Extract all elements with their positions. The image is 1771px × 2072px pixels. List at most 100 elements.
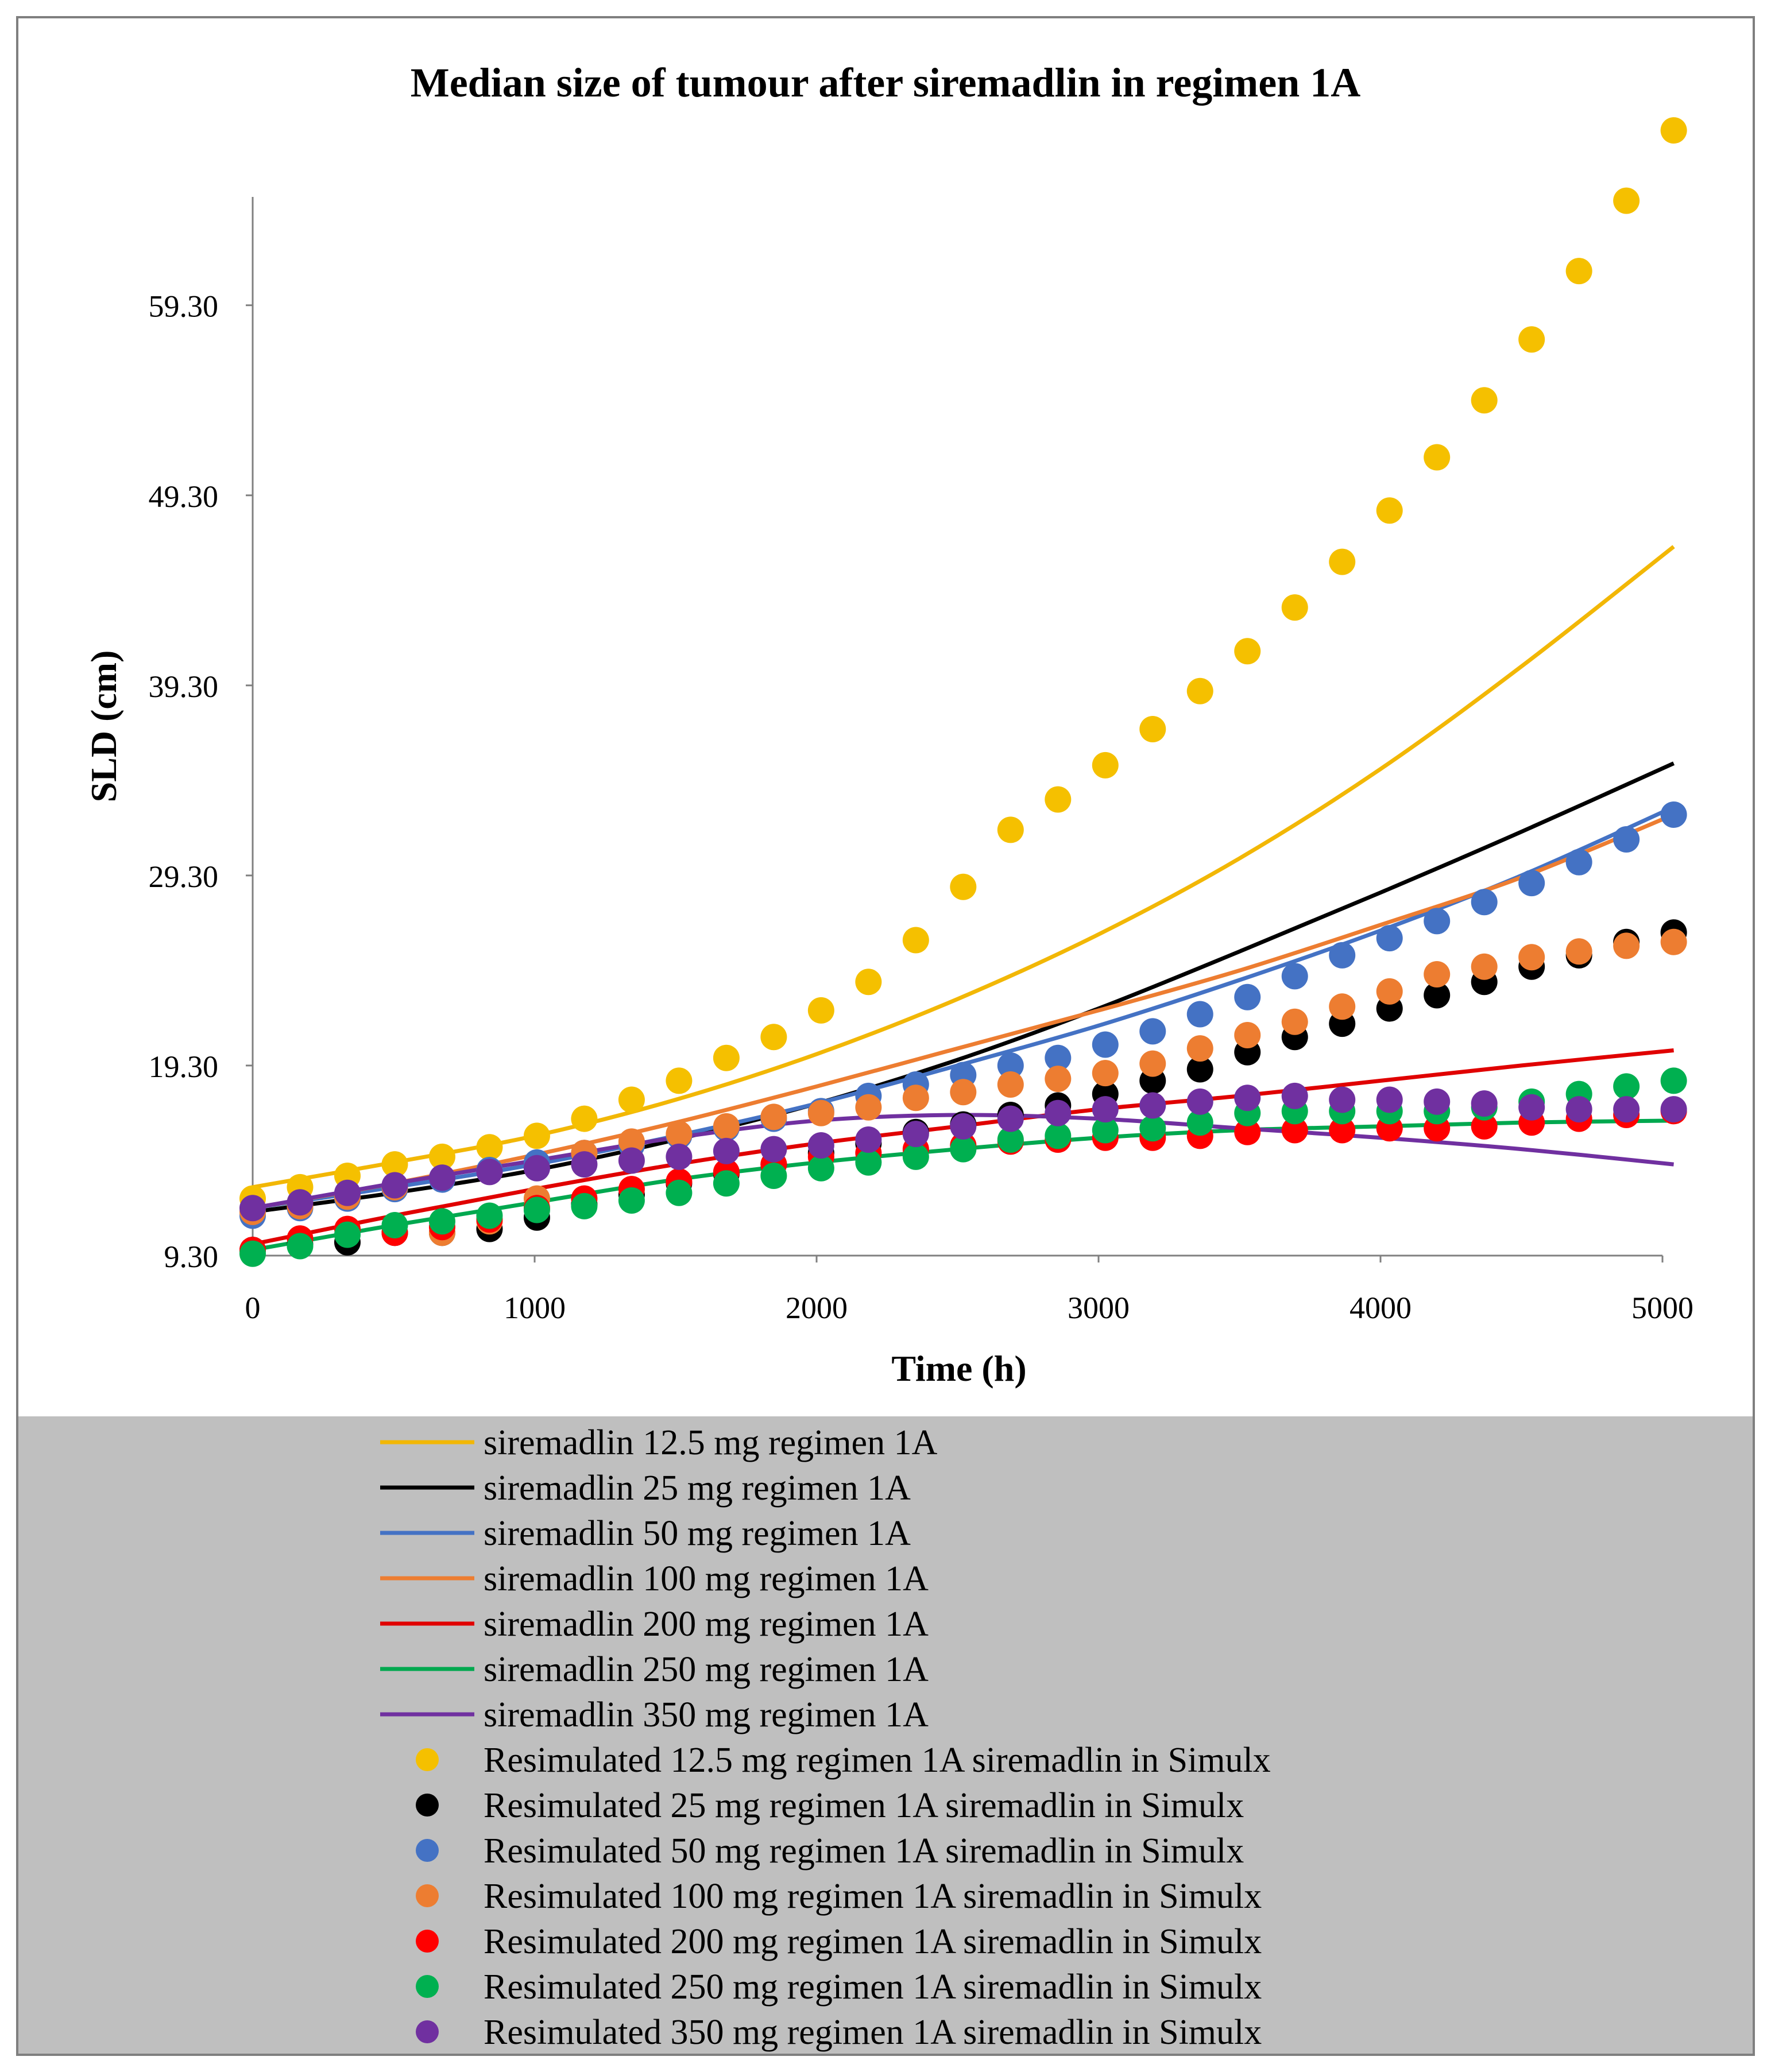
legend-label: siremadlin 200 mg regimen 1A <box>484 1605 929 1644</box>
scatter-point-resimulated-12-5-mg-regimen-1a-siremadlin-in-simulx <box>1518 326 1545 353</box>
scatter-point-resimulated-12-5-mg-regimen-1a-siremadlin-in-simulx <box>381 1151 408 1178</box>
scatter-point-resimulated-350-mg-regimen-1a-siremadlin-in-simulx <box>997 1105 1024 1132</box>
scatter-point-resimulated-100-mg-regimen-1a-siremadlin-in-simulx <box>1139 1050 1166 1077</box>
scatter-point-resimulated-50-mg-regimen-1a-siremadlin-in-simulx <box>997 1052 1024 1079</box>
scatter-point-resimulated-50-mg-regimen-1a-siremadlin-in-simulx <box>1329 942 1356 969</box>
scatter-point-resimulated-25-mg-regimen-1a-siremadlin-in-simulx <box>1186 1056 1213 1083</box>
series-line-siremadlin-12-5-mg-regimen-1a <box>252 545 1675 1190</box>
legend-label: siremadlin 50 mg regimen 1A <box>484 1514 911 1553</box>
scatter-point-resimulated-50-mg-regimen-1a-siremadlin-in-simulx <box>1565 849 1592 876</box>
legend-point-swatch <box>416 1884 439 1907</box>
legend-point-swatch <box>416 1748 439 1771</box>
scatter-point-resimulated-100-mg-regimen-1a-siremadlin-in-simulx <box>1092 1060 1119 1087</box>
y-axis-label: SLD (cm) <box>83 650 124 803</box>
legend-item: siremadlin 350 mg regimen 1A <box>380 1695 929 1734</box>
scatter-point-resimulated-250-mg-regimen-1a-siremadlin-in-simulx <box>239 1240 266 1267</box>
scatter-point-resimulated-12-5-mg-regimen-1a-siremadlin-in-simulx <box>428 1143 455 1170</box>
x-tick-label: 0 <box>245 1291 261 1325</box>
legend-item: siremadlin 12.5 mg regimen 1A <box>380 1423 938 1462</box>
x-tick-label: 1000 <box>504 1291 566 1325</box>
scatter-point-resimulated-250-mg-regimen-1a-siremadlin-in-simulx <box>1139 1115 1166 1142</box>
scatter-point-resimulated-12-5-mg-regimen-1a-siremadlin-in-simulx <box>571 1105 598 1132</box>
scatter-point-resimulated-250-mg-regimen-1a-siremadlin-in-simulx <box>381 1212 408 1239</box>
scatter-point-resimulated-350-mg-regimen-1a-siremadlin-in-simulx <box>855 1126 882 1153</box>
scatter-point-resimulated-250-mg-regimen-1a-siremadlin-in-simulx <box>287 1233 314 1260</box>
scatter-point-resimulated-100-mg-regimen-1a-siremadlin-in-simulx <box>950 1079 977 1106</box>
y-tick-label: 39.30 <box>149 669 219 704</box>
scatter-point-resimulated-250-mg-regimen-1a-siremadlin-in-simulx <box>950 1136 977 1163</box>
scatter-point-resimulated-350-mg-regimen-1a-siremadlin-in-simulx <box>1424 1088 1451 1115</box>
scatter-point-resimulated-50-mg-regimen-1a-siremadlin-in-simulx <box>1660 801 1687 828</box>
scatter-point-resimulated-350-mg-regimen-1a-siremadlin-in-simulx <box>1329 1086 1356 1113</box>
legend-item: siremadlin 100 mg regimen 1A <box>380 1559 929 1598</box>
legend-item: siremadlin 50 mg regimen 1A <box>380 1514 911 1553</box>
scatter-point-resimulated-250-mg-regimen-1a-siremadlin-in-simulx <box>1613 1073 1640 1100</box>
scatter-point-resimulated-100-mg-regimen-1a-siremadlin-in-simulx <box>1660 928 1687 955</box>
scatter-point-resimulated-12-5-mg-regimen-1a-siremadlin-in-simulx <box>855 969 882 996</box>
scatter-point-resimulated-350-mg-regimen-1a-siremadlin-in-simulx <box>1092 1096 1119 1123</box>
legend-item: Resimulated 200 mg regimen 1A siremadlin… <box>416 1922 1262 1961</box>
x-axis-label: Time (h) <box>891 1348 1026 1389</box>
scatter-point-resimulated-250-mg-regimen-1a-siremadlin-in-simulx <box>1092 1117 1119 1144</box>
legend-label: Resimulated 25 mg regimen 1A siremadlin … <box>484 1786 1244 1825</box>
x-tick-label: 3000 <box>1068 1291 1130 1325</box>
scatter-point-resimulated-250-mg-regimen-1a-siremadlin-in-simulx <box>713 1170 740 1197</box>
scatter-point-resimulated-350-mg-regimen-1a-siremadlin-in-simulx <box>807 1132 834 1159</box>
legend-point-swatch <box>416 2020 439 2043</box>
scatter-point-resimulated-350-mg-regimen-1a-siremadlin-in-simulx <box>713 1137 740 1164</box>
scatter-point-resimulated-350-mg-regimen-1a-siremadlin-in-simulx <box>571 1151 598 1178</box>
scatter-point-resimulated-100-mg-regimen-1a-siremadlin-in-simulx <box>1186 1035 1213 1062</box>
y-tick-label: 29.30 <box>149 859 219 894</box>
scatter-point-resimulated-250-mg-regimen-1a-siremadlin-in-simulx <box>666 1179 693 1206</box>
scatter-point-resimulated-12-5-mg-regimen-1a-siremadlin-in-simulx <box>1281 594 1308 621</box>
scatter-point-resimulated-250-mg-regimen-1a-siremadlin-in-simulx <box>997 1126 1024 1153</box>
scatter-point-resimulated-350-mg-regimen-1a-siremadlin-in-simulx <box>1186 1088 1213 1115</box>
legend-panel <box>18 1416 1753 2054</box>
scatter-point-resimulated-50-mg-regimen-1a-siremadlin-in-simulx <box>1092 1031 1119 1058</box>
scatter-point-resimulated-250-mg-regimen-1a-siremadlin-in-simulx <box>571 1192 598 1219</box>
scatter-point-resimulated-350-mg-regimen-1a-siremadlin-in-simulx <box>428 1164 455 1191</box>
y-tick-label: 19.30 <box>149 1049 219 1084</box>
scatter-point-resimulated-12-5-mg-regimen-1a-siremadlin-in-simulx <box>666 1067 693 1094</box>
legend-label: siremadlin 350 mg regimen 1A <box>484 1695 929 1734</box>
scatter-point-resimulated-350-mg-regimen-1a-siremadlin-in-simulx <box>381 1172 408 1199</box>
legend-point-swatch <box>416 1975 439 1998</box>
scatter-point-resimulated-12-5-mg-regimen-1a-siremadlin-in-simulx <box>1045 786 1072 813</box>
scatter-point-resimulated-12-5-mg-regimen-1a-siremadlin-in-simulx <box>997 816 1024 843</box>
scatter-point-resimulated-100-mg-regimen-1a-siremadlin-in-simulx <box>1424 961 1451 988</box>
scatter-point-resimulated-200-mg-regimen-1a-siremadlin-in-simulx <box>1281 1117 1308 1144</box>
scatter-point-resimulated-100-mg-regimen-1a-siremadlin-in-simulx <box>1329 993 1356 1020</box>
legend-point-swatch <box>416 1930 439 1953</box>
scatter-point-resimulated-12-5-mg-regimen-1a-siremadlin-in-simulx <box>713 1044 740 1071</box>
legend-label: Resimulated 200 mg regimen 1A siremadlin… <box>484 1922 1262 1961</box>
scatter-point-resimulated-200-mg-regimen-1a-siremadlin-in-simulx <box>1329 1117 1356 1144</box>
scatter-point-resimulated-50-mg-regimen-1a-siremadlin-in-simulx <box>1376 925 1403 952</box>
scatter-point-resimulated-12-5-mg-regimen-1a-siremadlin-in-simulx <box>1565 258 1592 285</box>
scatter-point-resimulated-350-mg-regimen-1a-siremadlin-in-simulx <box>1518 1094 1545 1121</box>
scatter-point-resimulated-250-mg-regimen-1a-siremadlin-in-simulx <box>618 1187 645 1214</box>
scatter-point-resimulated-25-mg-regimen-1a-siremadlin-in-simulx <box>1424 982 1451 1009</box>
scatter-point-resimulated-12-5-mg-regimen-1a-siremadlin-in-simulx <box>476 1134 503 1161</box>
scatter-point-resimulated-100-mg-regimen-1a-siremadlin-in-simulx <box>1565 938 1592 965</box>
scatter-point-resimulated-250-mg-regimen-1a-siremadlin-in-simulx <box>760 1162 787 1189</box>
scatter-point-resimulated-12-5-mg-regimen-1a-siremadlin-in-simulx <box>618 1086 645 1113</box>
scatter-point-resimulated-50-mg-regimen-1a-siremadlin-in-simulx <box>1424 908 1451 935</box>
scatter-point-resimulated-250-mg-regimen-1a-siremadlin-in-simulx <box>1045 1122 1072 1149</box>
scatter-point-resimulated-350-mg-regimen-1a-siremadlin-in-simulx <box>950 1113 977 1140</box>
scatter-point-resimulated-12-5-mg-regimen-1a-siremadlin-in-simulx <box>760 1024 787 1051</box>
scatter-point-resimulated-100-mg-regimen-1a-siremadlin-in-simulx <box>1518 944 1545 971</box>
legend-item: Resimulated 100 mg regimen 1A siremadlin… <box>416 1877 1262 1916</box>
legend-label: siremadlin 25 mg regimen 1A <box>484 1469 911 1508</box>
scatter-point-resimulated-12-5-mg-regimen-1a-siremadlin-in-simulx <box>1376 497 1403 524</box>
scatter-point-resimulated-100-mg-regimen-1a-siremadlin-in-simulx <box>902 1085 929 1111</box>
scatter-point-resimulated-350-mg-regimen-1a-siremadlin-in-simulx <box>1376 1086 1403 1113</box>
legend-item: Resimulated 25 mg regimen 1A siremadlin … <box>416 1786 1244 1825</box>
legend-point-swatch <box>416 1839 439 1862</box>
x-tick-label: 2000 <box>786 1291 848 1325</box>
scatter-point-resimulated-12-5-mg-regimen-1a-siremadlin-in-simulx <box>1186 677 1213 704</box>
legend-item: Resimulated 12.5 mg regimen 1A siremadli… <box>416 1741 1271 1780</box>
scatter-point-resimulated-12-5-mg-regimen-1a-siremadlin-in-simulx <box>1424 444 1451 471</box>
scatter-point-resimulated-50-mg-regimen-1a-siremadlin-in-simulx <box>1471 889 1498 916</box>
scatter-point-resimulated-100-mg-regimen-1a-siremadlin-in-simulx <box>997 1071 1024 1098</box>
scatter-point-resimulated-350-mg-regimen-1a-siremadlin-in-simulx <box>239 1195 266 1222</box>
